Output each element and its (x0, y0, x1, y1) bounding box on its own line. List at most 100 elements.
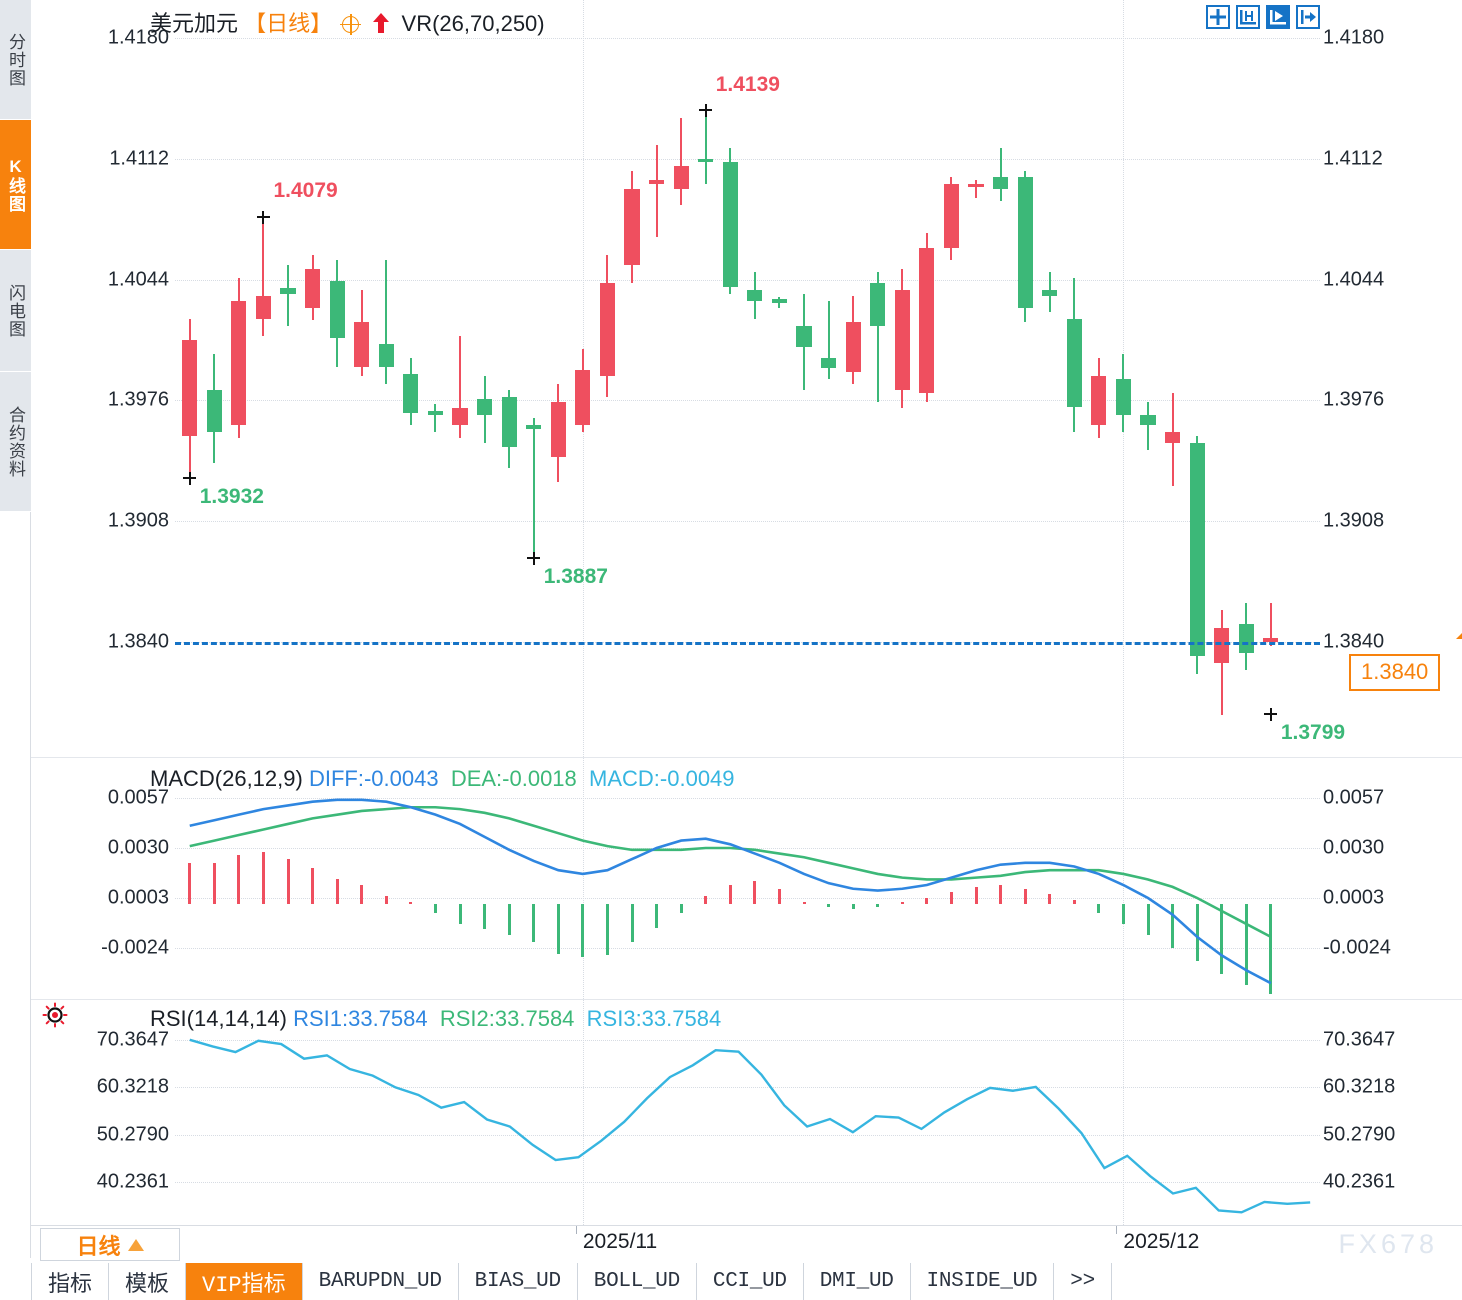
candlestick[interactable] (943, 0, 960, 758)
candle-wick (778, 297, 781, 309)
candlestick[interactable] (206, 0, 222, 758)
rsi-panel[interactable]: 70.3647 70.3647 60.3218 60.3218 50.2790 50.27… (31, 1000, 1462, 1225)
candlestick[interactable] (919, 0, 935, 758)
rsi-plot-area[interactable] (175, 1000, 1320, 1225)
candlestick[interactable] (1042, 0, 1058, 758)
candlestick[interactable] (968, 0, 984, 758)
candlestick[interactable] (280, 0, 296, 758)
axis-label-left: 1.3840 (107, 630, 169, 653)
gridline-horizontal (175, 898, 1320, 899)
candlestick[interactable] (403, 0, 419, 758)
indicators-tab[interactable]: 指标 (31, 1263, 110, 1300)
candlestick[interactable] (1164, 0, 1181, 758)
sidebar-item-contract-info[interactable]: 合约资料 (0, 372, 31, 512)
candlestick[interactable] (870, 0, 886, 758)
gridline-horizontal (175, 948, 1320, 949)
vip-indicators-tab[interactable]: VIP指标 (186, 1263, 303, 1300)
candle-body (354, 322, 370, 367)
candlestick[interactable] (354, 0, 370, 758)
candlestick[interactable] (698, 0, 714, 758)
macd-histogram-bar (777, 888, 781, 904)
candlestick[interactable] (550, 0, 566, 758)
axis-label-right: 0.0003 (1323, 886, 1385, 909)
candlestick[interactable] (1017, 0, 1033, 758)
candlestick[interactable] (1091, 0, 1107, 758)
candlestick[interactable] (255, 0, 272, 758)
macd-histogram-bar (458, 903, 462, 924)
candlestick[interactable] (1140, 0, 1156, 758)
price-plot-area[interactable]: 1.4079 1.4139 1.3932 1.3887 1.3799 (175, 0, 1345, 758)
candlestick[interactable] (1263, 0, 1279, 758)
time-axis: FX678 2025/11 2025/12 (31, 1225, 1462, 1259)
macd-panel[interactable]: 0.0057 0.0057 0.0030 0.0030 0.0003 0.0003 -0.0… (31, 758, 1462, 1000)
sidebar-item-candlestick-chart[interactable]: K线图 (0, 120, 31, 250)
candlestick[interactable] (182, 0, 198, 758)
more-indicators-button[interactable]: >> (1054, 1263, 1112, 1300)
candlestick[interactable] (722, 0, 738, 758)
candlestick[interactable] (796, 0, 812, 758)
axis-label-right: 1.4112 (1323, 147, 1383, 170)
chart-canvas[interactable]: 1.4079 1.4139 1.3932 1.3887 1.3799 1.4180 1.4… (31, 0, 1462, 1258)
candlestick[interactable] (673, 0, 689, 758)
candle-body (280, 288, 296, 294)
axis-label-right: 1.3840 (1323, 630, 1385, 653)
expand-tool-icon[interactable] (1296, 5, 1320, 29)
macd-diff-value: DIFF:-0.0043 (308, 766, 439, 791)
candle-body (1238, 624, 1254, 653)
sidebar-item-label: K线图 (6, 156, 25, 213)
candlestick[interactable] (452, 0, 468, 758)
templates-tab[interactable]: 模板 (109, 1263, 187, 1300)
candlestick[interactable] (820, 0, 837, 758)
inside-ud-tab[interactable]: INSIDE_UD (911, 1263, 1055, 1300)
extreme-cross-marker (527, 552, 541, 565)
candlestick[interactable] (771, 0, 788, 758)
candlestick[interactable] (476, 0, 493, 758)
cci-ud-tab[interactable]: CCI_UD (697, 1263, 804, 1300)
candle-wick (262, 217, 265, 337)
candlestick[interactable] (304, 0, 321, 758)
alert-sun-icon[interactable] (42, 1002, 68, 1028)
candlestick[interactable] (1066, 0, 1082, 758)
crosshair-icon[interactable] (340, 14, 362, 35)
measure-tool-icon[interactable] (1236, 5, 1260, 29)
candlestick[interactable] (231, 0, 247, 758)
macd-diff-line (189, 798, 1272, 985)
macd-histogram-bar (1195, 903, 1199, 961)
candlestick[interactable] (624, 0, 640, 758)
candlestick[interactable] (526, 0, 542, 758)
candlestick[interactable] (501, 0, 517, 758)
barupdn-ud-tab[interactable]: BARUPDN_UD (303, 1263, 459, 1300)
crosshair-tool-icon[interactable] (1206, 5, 1230, 29)
vr-indicator-label: VR(26,70,250) (401, 11, 545, 36)
sidebar-item-timeline-chart[interactable]: 分时图 (0, 0, 31, 120)
rsi-title: RSI(14,14,14) (150, 1006, 287, 1031)
candlestick[interactable] (648, 0, 665, 758)
axis-label-right: 1.4180 (1323, 26, 1385, 49)
period-selector-button[interactable]: 日线 (40, 1228, 180, 1261)
candlestick[interactable] (747, 0, 763, 758)
candle-body (747, 290, 763, 301)
candlestick[interactable] (1214, 0, 1230, 758)
candlestick[interactable] (575, 0, 591, 758)
macd-histogram-bar (630, 903, 634, 943)
candlestick[interactable] (599, 0, 616, 758)
gridline-horizontal (175, 279, 1320, 281)
candlestick[interactable] (845, 0, 861, 758)
sidebar-item-lightning-chart[interactable]: 闪电图 (0, 250, 31, 372)
dmi-ud-tab[interactable]: DMI_UD (804, 1263, 911, 1300)
candlestick[interactable] (427, 0, 444, 758)
macd-histogram-bar (1269, 903, 1273, 995)
candle-body (452, 407, 468, 426)
draw-tool-icon[interactable] (1266, 5, 1290, 29)
macd-plot-area[interactable] (175, 758, 1320, 999)
candlestick[interactable] (894, 0, 910, 758)
price-panel[interactable]: 1.4079 1.4139 1.3932 1.3887 1.3799 1.4180 1.4… (31, 0, 1462, 758)
candlestick[interactable] (1189, 0, 1205, 758)
candlestick[interactable] (329, 0, 345, 758)
candlestick[interactable] (1238, 0, 1254, 758)
candlestick[interactable] (1115, 0, 1132, 758)
bias-ud-tab[interactable]: BIAS_UD (459, 1263, 578, 1300)
candlestick[interactable] (378, 0, 394, 758)
candlestick[interactable] (992, 0, 1009, 758)
boll-ud-tab[interactable]: BOLL_UD (578, 1263, 697, 1300)
